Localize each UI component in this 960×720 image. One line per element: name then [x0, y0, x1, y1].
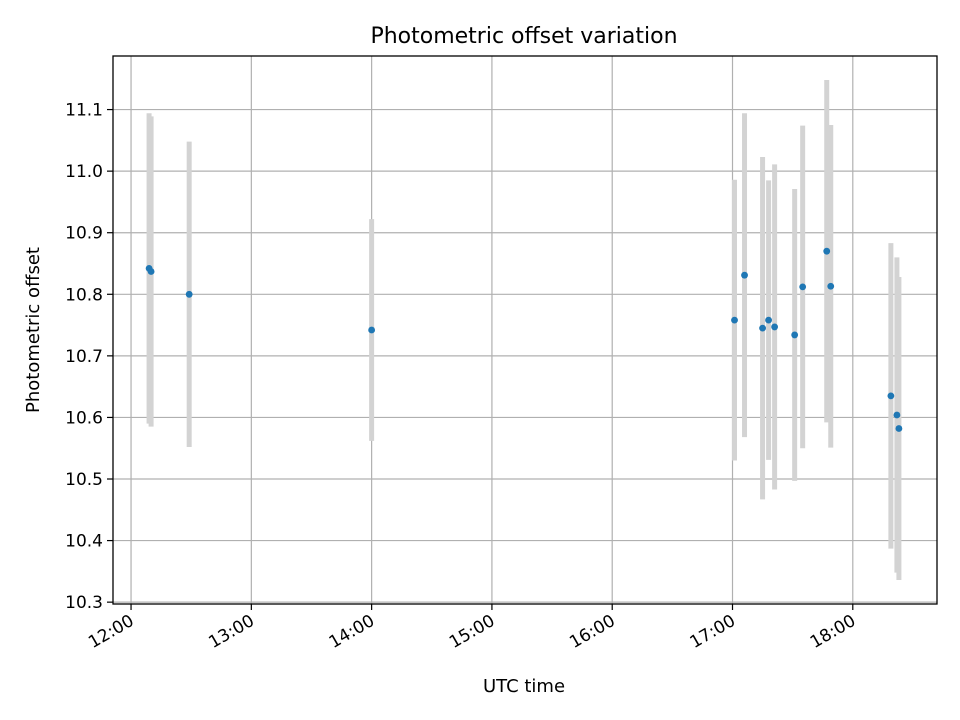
chart-title: Photometric offset variation: [370, 24, 677, 49]
data-point: [823, 247, 831, 255]
y-tick-label: 10.5: [65, 470, 103, 490]
y-tick-label: 10.3: [65, 593, 103, 613]
data-point: [771, 323, 779, 331]
data-point: [185, 290, 193, 298]
y-tick-label: 10.7: [65, 347, 103, 367]
data-point: [368, 326, 376, 334]
data-point: [731, 316, 738, 324]
data-point: [895, 425, 903, 432]
data-point: [887, 392, 895, 400]
plot-frame: [112, 55, 938, 605]
data-point: [893, 411, 901, 419]
data-point: [827, 282, 835, 290]
data-point: [765, 316, 772, 324]
data-point: [799, 283, 807, 291]
y-axis-label: Photometric offset: [23, 247, 44, 413]
data-point: [147, 268, 155, 275]
data-point: [791, 331, 799, 339]
y-axis-ticks: 10.3 10.4 10.5 10.6 10.7 10.8 10.9 11.0 11.1: [65, 101, 113, 613]
y-tick-label: 11.1: [65, 101, 103, 121]
data-points: [145, 247, 903, 432]
data-point: [759, 324, 766, 332]
data-point: [741, 271, 748, 279]
y-tick-label: 10.6: [65, 408, 103, 428]
y-tick-label: 10.4: [65, 532, 103, 552]
y-tick-label: 10.8: [65, 285, 103, 305]
y-tick-label: 11.0: [65, 162, 103, 182]
x-axis-label: UTC time: [483, 676, 565, 697]
y-tick-label: 10.9: [65, 224, 103, 244]
